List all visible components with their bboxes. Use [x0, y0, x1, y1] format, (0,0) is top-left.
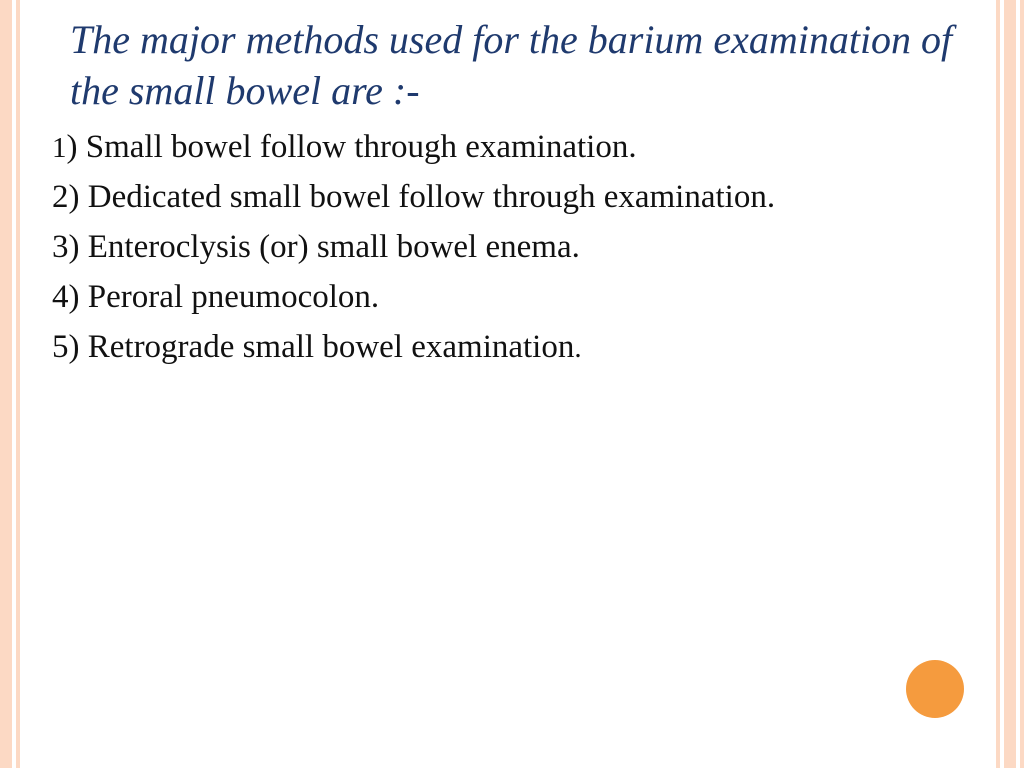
item-text: 5) Retrograde small bowel examination	[52, 329, 574, 365]
stripe	[16, 0, 20, 768]
list-item: 5) Retrograde small bowel examination.	[42, 324, 994, 371]
item-period: .	[574, 332, 581, 364]
list-item: 2) Dedicated small bowel follow through …	[42, 174, 994, 221]
methods-list: 1) Small bowel follow through examinatio…	[30, 124, 994, 370]
stripe	[1020, 0, 1024, 768]
decorative-circle-icon	[906, 660, 964, 718]
stripe	[1004, 0, 1016, 768]
list-item: 1) Small bowel follow through examinatio…	[42, 124, 994, 171]
slide-title: The major methods used for the barium ex…	[30, 14, 994, 116]
list-item: 3) Enteroclysis (or) small bowel enema.	[42, 224, 994, 271]
right-border-stripes	[996, 0, 1024, 768]
item-number: 1	[52, 132, 67, 164]
slide: The major methods used for the barium ex…	[0, 0, 1024, 768]
item-text: ) Small bowel follow through examination…	[67, 129, 637, 165]
content-area: The major methods used for the barium ex…	[30, 14, 994, 374]
left-border-stripes	[0, 0, 20, 768]
list-item: 4) Peroral pneumocolon.	[42, 274, 994, 321]
stripe	[0, 0, 12, 768]
